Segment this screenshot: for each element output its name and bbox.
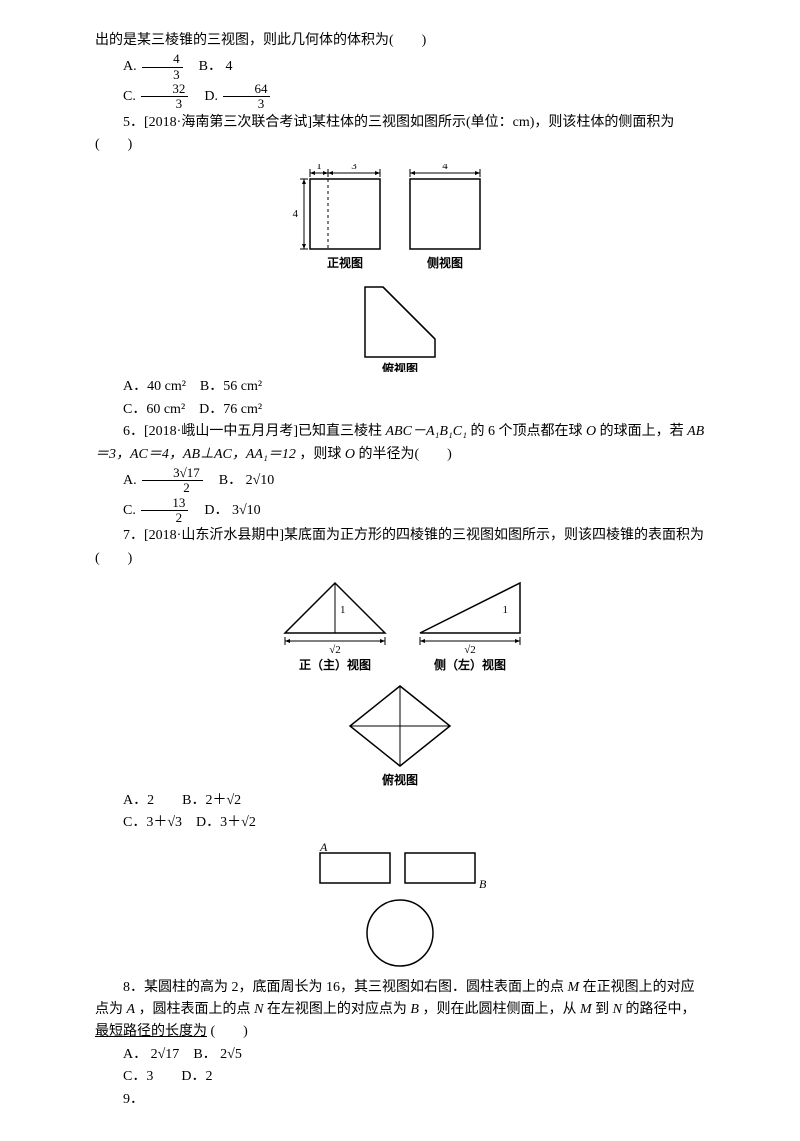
q6-b-label: B．: [219, 473, 242, 488]
q6-a-den: 2: [142, 481, 203, 495]
cap-top: 俯视图: [382, 361, 418, 372]
q9: 9．: [95, 1089, 705, 1111]
q6-c-num: 13: [141, 496, 188, 511]
q8-n1: N: [254, 1002, 263, 1017]
q6-stem: 6．[2018·峨山一中五月月考]已知直三棱柱 ABC－A₁B₁C₁ 的 6 个…: [95, 421, 705, 466]
q4-a-den: 3: [142, 68, 183, 82]
q8-ta: 8．某圆柱的高为 2，底面周长为 16，其三视图如右图．圆柱表面上的点: [123, 980, 564, 995]
q4-stem-tail: 出的是某三棱锥的三视图，则此几何体的体积为( ): [95, 30, 705, 52]
q8-labelB: B: [479, 877, 487, 891]
dim-3: 3: [351, 164, 357, 172]
q8-tail: ( ): [211, 1024, 248, 1039]
q6-prism: ABC－A₁B₁C₁: [386, 424, 467, 439]
dim-1: 1: [316, 164, 322, 172]
q7-cap-front: 正（主）视图: [299, 657, 371, 672]
q6-o1: O: [586, 424, 596, 439]
q4-c-den: 3: [141, 97, 188, 111]
q4-d-num: 64: [223, 82, 270, 97]
q8-opt-ab: A． 2√17 B． 2√5: [95, 1044, 705, 1066]
q8-opt-cd: C．3 D．2: [95, 1066, 705, 1088]
q4-d-den: 3: [223, 97, 270, 111]
q6-opt-ab: A. 3√17 2 B． 2√10: [95, 466, 705, 496]
q8-a-val: 2√17: [151, 1047, 180, 1062]
q6-mid3: ，则球: [299, 447, 341, 462]
q8-u: 最短路径的长度为: [95, 1024, 207, 1039]
q6-opt-cd: C. 13 2 D． 3√10: [95, 496, 705, 526]
q4-a-num: 4: [142, 52, 183, 67]
q8-m1: M: [568, 980, 580, 995]
q4-d-frac: 64 3: [223, 82, 270, 112]
q6-d-label: D．: [204, 503, 228, 518]
q8-cylinder-views: A B: [300, 843, 500, 973]
cap-front: 正视图: [327, 255, 363, 270]
q4-b-val: 4: [225, 59, 232, 74]
q5-opt-cd: C．60 cm² D．76 cm²: [95, 399, 705, 421]
q5-fig-row2: 俯视图: [95, 282, 705, 372]
q7-opt-cd: C．3＋√3 D．3＋√2: [95, 812, 705, 834]
dim-4h: 4: [442, 164, 448, 172]
q5-fig-row1: 1 3 4 正视图 4 侧视图: [95, 164, 705, 274]
q8-a-label: A．: [123, 1047, 147, 1062]
q4-c-label: C.: [123, 89, 136, 104]
cap-side: 侧视图: [427, 255, 463, 270]
q5-stem: 5．[2018·海南第三次联合考试]某柱体的三视图如图所示(单位：cm)，则该柱…: [95, 112, 705, 157]
q7-cap-top: 俯视图: [382, 772, 418, 786]
q4-b-label: B．: [199, 59, 222, 74]
q5-three-view-top: 1 3 4 正视图 4 侧视图: [290, 164, 510, 274]
q6-mid4: 的半径为( ): [358, 447, 451, 462]
q6-c-label: C.: [123, 503, 136, 518]
q4-options-row2: C. 32 3 D. 64 3: [95, 82, 705, 112]
q8-m2: M: [580, 1002, 592, 1017]
q8-tc: ，圆柱表面上的点: [139, 1002, 251, 1017]
q6-c-den: 2: [141, 511, 188, 525]
q5-top-view: 俯视图: [340, 282, 460, 372]
dim-4v: 4: [293, 208, 299, 220]
q6-c-frac: 13 2: [141, 496, 188, 526]
q6-o2: O: [345, 447, 355, 462]
q6-b-val: 2√10: [246, 473, 275, 488]
q7-dim1a: 1: [340, 604, 346, 616]
q4-a-frac: 4 3: [142, 52, 183, 82]
q6-a-num: 3√17: [142, 466, 203, 481]
q6-mid2: 的球面上，若: [600, 424, 684, 439]
q8-A: A: [127, 1002, 136, 1017]
q7-cap-side: 侧（左）视图: [434, 657, 506, 672]
q7-views-top: 1 √2 正（主）视图 1 √2 侧（左）视图: [270, 578, 530, 673]
q8-b-val: 2√5: [220, 1047, 242, 1062]
q7-top-view: 俯视图: [340, 681, 460, 786]
q7-dim1b: 1: [503, 604, 509, 616]
q6-a-label: A.: [123, 473, 137, 488]
q8-Bpt: B: [410, 1002, 419, 1017]
q8-td: 在左视图上的对应点为: [267, 1002, 407, 1017]
q4-a-label: A.: [123, 59, 137, 74]
q7-fig-row1: 1 √2 正（主）视图 1 √2 侧（左）视图: [95, 578, 705, 673]
q8-n2: N: [613, 1002, 622, 1017]
q6-mid: 的 6 个顶点都在球: [470, 424, 582, 439]
q4-options-row1: A. 4 3 B． 4: [95, 52, 705, 82]
q8-fig: A B: [95, 843, 705, 973]
q8-tf: 到: [595, 1002, 609, 1017]
q7-stem: 7．[2018·山东沂水县期中]某底面为正方形的四棱锥的三视图如图所示，则该四棱…: [95, 525, 705, 570]
q5-opt-ab: A．40 cm² B．56 cm²: [95, 376, 705, 398]
q6-d-val: 3√10: [232, 503, 261, 518]
q8-stem: 8．某圆柱的高为 2，底面周长为 16，其三视图如右图．圆柱表面上的点 M 在正…: [95, 977, 705, 1044]
q7-fig-row2: 俯视图: [95, 681, 705, 786]
q8-b-label: B．: [193, 1047, 216, 1062]
q6-a-frac: 3√17 2: [142, 466, 203, 496]
q7-sqrt2b: √2: [464, 644, 476, 656]
q4-d-label: D.: [204, 89, 218, 104]
q7-opt-ab: A．2 B．2＋√2: [95, 790, 705, 812]
q8-te: ，则在此圆柱侧面上，从: [422, 1002, 576, 1017]
q4-c-num: 32: [141, 82, 188, 97]
q7-sqrt2a: √2: [329, 644, 341, 656]
q8-tg: 的路径中，: [625, 1002, 695, 1017]
q6-pre: 6．[2018·峨山一中五月月考]已知直三棱柱: [123, 424, 382, 439]
q4-c-frac: 32 3: [141, 82, 188, 112]
